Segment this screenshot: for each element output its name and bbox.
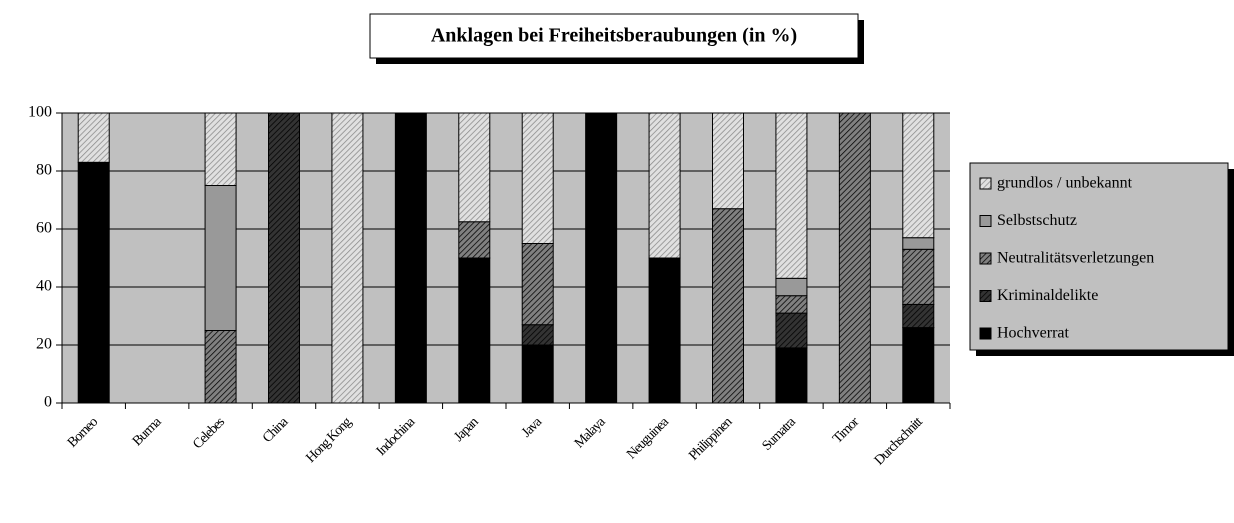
legend-swatch: [979, 177, 992, 190]
bar-segment: [648, 112, 681, 259]
bar-segment: [521, 344, 554, 404]
title-box: [369, 13, 859, 59]
legend-label: Selbstschutz: [997, 212, 1077, 229]
x-tick-label: Indochina: [374, 414, 419, 459]
x-tick-label: Malaya: [572, 414, 609, 451]
y-tick-label: 60: [36, 220, 52, 237]
x-tick-label: Java: [519, 414, 546, 441]
bar-segment: [458, 221, 491, 259]
x-tick-label: Timor: [830, 414, 862, 446]
y-tick-label: 80: [36, 162, 52, 179]
bar-segment: [521, 112, 554, 244]
legend-label: grundlos / unbekannt: [997, 175, 1133, 192]
x-tick-label: China: [260, 414, 292, 446]
x-tick-label: Celebes: [190, 415, 227, 452]
bar-segment: [775, 295, 808, 314]
legend-swatch: [979, 327, 992, 340]
bar-segment: [902, 112, 935, 239]
bar-segment: [204, 185, 237, 331]
bar-segment: [712, 208, 744, 404]
x-tick-label: Durchschnitt: [872, 414, 926, 468]
bar-segment: [204, 112, 237, 186]
x-tick-label: Burma: [130, 414, 165, 449]
bar-segment: [712, 112, 744, 210]
y-tick-label: 100: [28, 104, 52, 121]
legend-box: [969, 162, 1229, 351]
bar-segment: [458, 112, 491, 223]
y-tick-label: 40: [36, 278, 52, 295]
bar-segment: [775, 277, 808, 297]
bar-segment: [902, 237, 935, 250]
bar-segment: [521, 324, 554, 346]
y-tick-label: 0: [44, 394, 52, 411]
bar-segment: [902, 327, 935, 404]
bar-segment: [331, 112, 364, 404]
bar-segment: [838, 112, 871, 404]
bar-segment: [204, 330, 237, 404]
bar-segment: [648, 257, 681, 404]
x-tick-label: Japan: [451, 415, 481, 445]
plot-area: [62, 113, 950, 403]
bar-segment: [77, 112, 110, 163]
chart-title: Anklagen bei Freiheitsberaubungen (in %): [431, 25, 797, 47]
legend-label: Kriminaldelikte: [997, 287, 1098, 304]
bar-segment: [902, 248, 935, 305]
legend-label: Hochverrat: [997, 325, 1070, 342]
bar-segment: [77, 161, 110, 404]
bar-segment: [902, 303, 935, 329]
legend-swatch: [979, 252, 992, 265]
x-tick-label: Sumatra: [760, 414, 800, 454]
bar-segment: [394, 112, 427, 404]
bar-segment: [775, 347, 808, 404]
bar-segment: [521, 243, 554, 326]
bar-segment: [775, 312, 808, 349]
legend-swatch: [979, 215, 992, 227]
x-tick-label: Hong Kong: [304, 415, 355, 466]
y-tick-label: 20: [36, 336, 52, 353]
bar-segment: [775, 112, 808, 279]
bar-segment: [585, 112, 618, 404]
x-tick-label: Neuguinea: [624, 414, 672, 462]
legend-label: Neutralitätsverletzungen: [997, 250, 1154, 267]
legend-swatch: [979, 290, 992, 302]
x-tick-label: Borneo: [65, 415, 101, 451]
x-tick-label: Philippinen: [686, 415, 735, 464]
bar-segment: [268, 112, 300, 404]
bar-segment: [458, 257, 491, 404]
